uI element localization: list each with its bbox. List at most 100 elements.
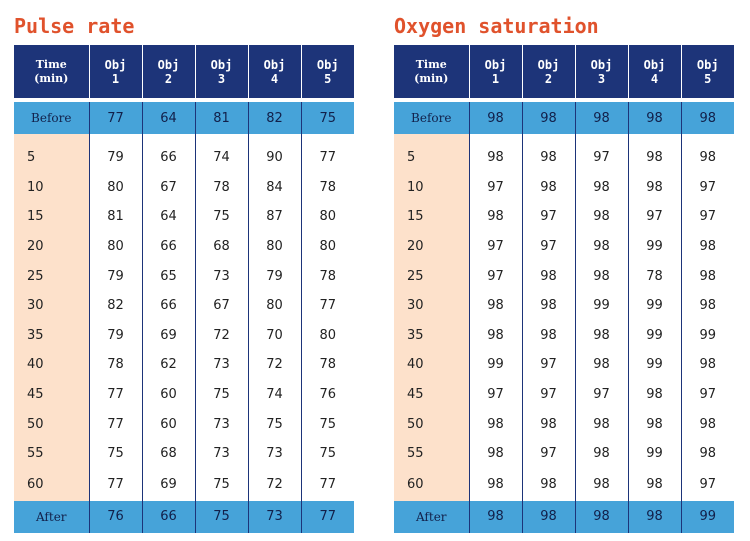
header-label-line: 3 (597, 71, 606, 86)
value-cell: 98 (522, 290, 576, 321)
header-label-line: 2 (164, 71, 173, 86)
value-cell: 64 (142, 102, 196, 134)
value-cell: 77 (301, 290, 354, 321)
time-cell: 50 (394, 409, 470, 439)
value-cell: 81 (195, 102, 249, 134)
header-label-line: 4 (650, 71, 659, 86)
object-column-header: Obj 2 (522, 45, 576, 98)
value-cell: 98 (469, 290, 523, 321)
padding-cell (522, 134, 576, 143)
value-cell: 97 (681, 172, 734, 203)
header-label-line: 1 (111, 71, 120, 86)
object-column-header: Obj 4 (248, 45, 302, 98)
value-cell: 77 (89, 468, 143, 501)
value-cell: 98 (469, 500, 523, 533)
table-row: 15 81 64 75 87 80 (14, 202, 354, 232)
header-label-line: Obj (643, 57, 666, 72)
value-cell: 98 (681, 290, 734, 321)
value-cell: 77 (301, 500, 354, 533)
spacer-cell (394, 98, 734, 102)
header-label-line: Obj (696, 57, 719, 72)
value-cell: 62 (142, 350, 196, 380)
table-row: 50 98 98 98 98 98 (394, 409, 734, 439)
spacer-row (394, 98, 734, 102)
time-cell: 25 (14, 261, 90, 291)
value-cell: 78 (301, 261, 354, 291)
value-cell: 98 (575, 231, 629, 262)
time-cell: 20 (14, 231, 90, 262)
table-row: 40 99 97 98 99 98 (394, 350, 734, 380)
padding-cell (628, 134, 682, 143)
value-cell: 98 (681, 350, 734, 380)
object-column-header: Obj 3 (195, 45, 249, 98)
value-cell: 75 (248, 409, 302, 439)
header-label-line: 3 (217, 71, 226, 86)
time-cell: 55 (394, 438, 470, 469)
header-label-line: Obj (263, 57, 286, 72)
value-cell: 98 (628, 143, 682, 173)
value-cell: 75 (301, 102, 354, 134)
value-cell: 77 (301, 143, 354, 173)
time-column-header: Time (min) (14, 45, 90, 98)
table-row: 55 98 97 98 99 98 (394, 438, 734, 469)
before-row: Before 98 98 98 98 98 (394, 102, 734, 134)
value-cell: 99 (628, 350, 682, 380)
value-cell: 98 (575, 172, 629, 203)
value-cell: 97 (469, 379, 523, 410)
time-cell: 25 (394, 261, 470, 291)
time-cell: 10 (14, 172, 90, 203)
time-cell: 50 (14, 409, 90, 439)
time-cell: 10 (394, 172, 470, 203)
value-cell: 99 (681, 320, 734, 351)
value-cell: 78 (89, 350, 143, 380)
value-cell: 75 (301, 438, 354, 469)
value-cell: 98 (628, 409, 682, 439)
time-column-header: Time (min) (394, 45, 470, 98)
padding-cell (142, 134, 196, 143)
value-cell: 97 (681, 468, 734, 501)
value-cell: 72 (248, 350, 302, 380)
pulse-rate-table: Time (min) Obj 1 Obj 2 Obj 3 Obj 4 Obj 5 Before 77 64 8… (14, 45, 354, 533)
value-cell: 98 (469, 409, 523, 439)
value-cell: 98 (681, 438, 734, 469)
value-cell: 97 (522, 438, 576, 469)
value-cell: 68 (142, 438, 196, 469)
value-cell: 60 (142, 409, 196, 439)
time-cell: 20 (394, 231, 470, 262)
value-cell: 79 (248, 261, 302, 291)
value-cell: 80 (301, 320, 354, 351)
header-label-line: Obj (316, 57, 339, 72)
padding-row (394, 134, 734, 143)
value-cell: 98 (575, 261, 629, 291)
header-label-line: (min) (34, 71, 69, 85)
value-cell: 75 (195, 468, 249, 501)
header-label-line: 5 (704, 71, 712, 86)
value-cell: 76 (301, 379, 354, 410)
value-cell: 73 (195, 350, 249, 380)
time-cell: 5 (14, 143, 90, 173)
header-label-line: Time (35, 57, 67, 71)
pulse-rate-title: Pulse rate (14, 14, 135, 38)
header-label-line: (min) (414, 71, 449, 85)
value-cell: 73 (195, 409, 249, 439)
value-cell: 73 (195, 438, 249, 469)
padding-cell (195, 134, 249, 143)
value-cell: 77 (89, 102, 143, 134)
value-cell: 98 (522, 143, 576, 173)
time-cell: 60 (394, 468, 470, 501)
value-cell: 98 (628, 500, 682, 533)
value-cell: 98 (522, 320, 576, 351)
value-cell: 99 (628, 438, 682, 469)
value-cell: 73 (248, 500, 302, 533)
value-cell: 98 (522, 409, 576, 439)
value-cell: 97 (522, 379, 576, 410)
value-cell: 77 (301, 468, 354, 501)
table-row: 55 75 68 73 73 75 (14, 438, 354, 469)
value-cell: 80 (89, 172, 143, 203)
header-label-line: 1 (491, 71, 500, 86)
value-cell: 80 (248, 231, 302, 262)
value-cell: 60 (142, 379, 196, 410)
table-row: 60 98 98 98 98 97 (394, 468, 734, 501)
value-cell: 87 (248, 202, 302, 232)
value-cell: 80 (89, 231, 143, 262)
